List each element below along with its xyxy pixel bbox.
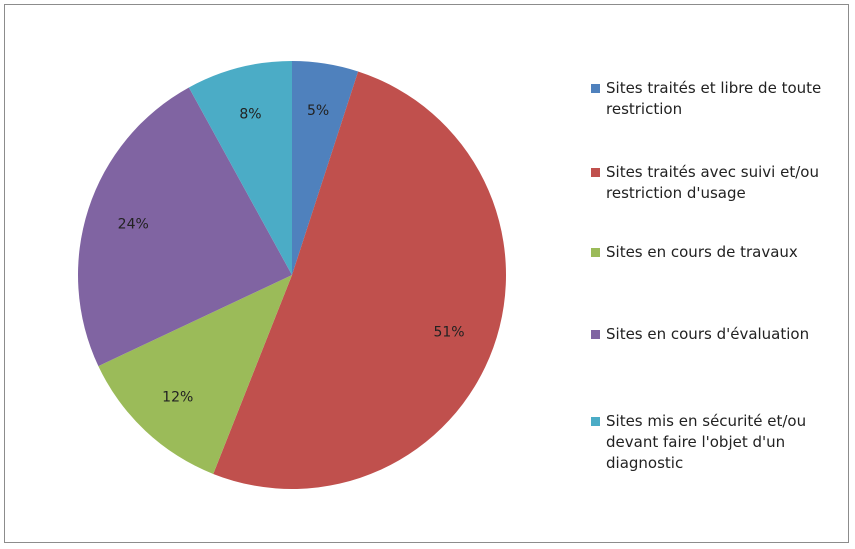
legend-label-1: Sites traités avec suivi et/ou restricti… [606,163,819,202]
pie-slice-1 [213,71,507,490]
chart-frame: 5% 51% 12% 24% 8% Sites traités et libre de … [4,4,849,543]
legend-swatch-4 [591,417,600,426]
slice-label-3: 24% [118,216,149,232]
slice-label-4: 8% [239,106,261,122]
legend-item-1: Sites traités avec suivi et/ou restricti… [591,162,851,204]
pie-slice-3 [78,87,292,367]
legend-swatch-1 [591,168,600,177]
legend-item-2: Sites en cours de travaux [591,242,851,263]
legend-item-4: Sites mis en sécurité et/ou devant faire… [591,411,851,474]
legend-label-0: Sites traités et libre de toute restrict… [606,79,822,118]
slice-label-0: 5% [307,103,329,119]
legend-label-3: Sites en cours d'évaluation [606,325,810,343]
legend-item-0: Sites traités et libre de toute restrict… [591,78,851,120]
legend-swatch-3 [591,330,600,339]
legend-swatch-0 [591,84,600,93]
legend-label-4: Sites mis en sécurité et/ou devant faire… [606,412,807,472]
pie-slice-0 [292,61,359,275]
pie-slice-4 [188,61,292,275]
legend-label-2: Sites en cours de travaux [606,243,798,261]
pie-slice-2 [98,275,293,474]
slice-label-2: 12% [162,390,193,406]
pie-chart: 5% 51% 12% 24% 8% [78,61,507,490]
legend-swatch-2 [591,248,600,257]
legend-item-3: Sites en cours d'évaluation [591,324,851,345]
slice-label-1: 51% [433,325,464,341]
